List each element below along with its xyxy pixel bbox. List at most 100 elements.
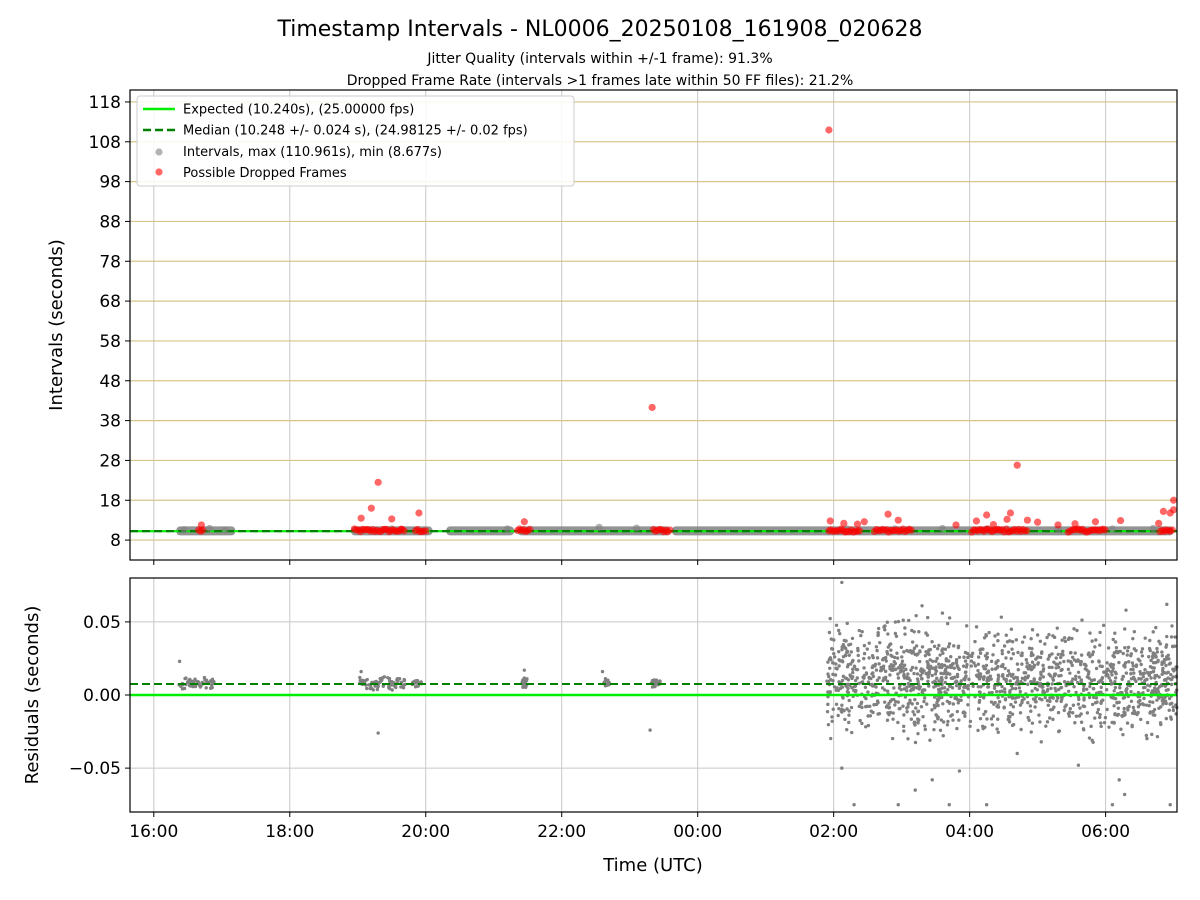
residual-point: [1006, 669, 1011, 673]
dropped-frame-point: [1116, 516, 1125, 525]
intervals-grid: [130, 90, 1177, 560]
residual-point: [1099, 724, 1103, 729]
residual-point: [1135, 712, 1139, 717]
residual-point: [963, 714, 967, 718]
residual-point: [880, 686, 885, 690]
residual-point: [1026, 701, 1030, 705]
residual-point: [1073, 651, 1077, 655]
residual-point: [927, 648, 931, 652]
residual-point: [1059, 655, 1063, 660]
residual-point: [946, 645, 951, 649]
residual-point: [875, 656, 880, 660]
residual-point: [1164, 657, 1168, 661]
residual-point: [1077, 675, 1081, 679]
residual-point: [857, 659, 861, 663]
residual-point: [905, 689, 909, 693]
residual-point: [1009, 702, 1013, 707]
residual-point: [1056, 696, 1060, 700]
residual-point: [1107, 725, 1111, 729]
residual-point: [1002, 644, 1007, 648]
residual-point: [914, 706, 918, 710]
residual-point: [914, 613, 918, 618]
residual-point: [840, 580, 844, 585]
residual-point: [838, 631, 842, 636]
residual-point: [1168, 702, 1172, 706]
residual-point: [653, 684, 657, 689]
residual-point: [1120, 690, 1124, 695]
residual-point: [833, 673, 838, 677]
residual-point: [1102, 720, 1107, 725]
residual-point: [834, 702, 839, 706]
residual-point: [1017, 686, 1022, 690]
residuals-x-tick-label: 20:00: [401, 822, 450, 842]
residual-point: [1053, 686, 1057, 691]
residual-point: [188, 677, 192, 682]
residual-point: [912, 646, 917, 650]
residual-point: [957, 667, 961, 672]
residual-point: [920, 645, 925, 649]
residual-point: [1035, 633, 1040, 637]
intervals-y-tick-label: 98: [99, 173, 121, 193]
residuals-x-tick-label: 22:00: [537, 822, 586, 842]
residual-point: [1041, 689, 1045, 693]
residual-point: [922, 688, 926, 692]
residual-point: [831, 707, 835, 711]
residual-point: [1132, 708, 1136, 713]
residual-point: [916, 731, 920, 736]
residual-point: [1030, 628, 1035, 632]
residual-point: [1142, 671, 1147, 675]
residual-point: [1112, 704, 1116, 708]
residual-point: [985, 651, 989, 656]
residual-point: [999, 615, 1004, 619]
residual-point: [939, 718, 944, 722]
residual-point: [952, 666, 956, 670]
residual-point: [1167, 696, 1172, 701]
residual-point: [1050, 652, 1054, 656]
residual-point: [1081, 728, 1086, 732]
residual-point: [1167, 662, 1172, 666]
residual-point: [993, 634, 997, 638]
residual-point: [1047, 716, 1052, 720]
residual-point: [1143, 679, 1147, 683]
residuals-x-tick-label: 18:00: [265, 822, 314, 842]
residual-point: [1061, 653, 1065, 657]
residual-point: [871, 674, 876, 679]
residual-point: [389, 683, 394, 687]
intervals-y-axis-label: Intervals (seconds): [46, 239, 67, 411]
residual-point: [996, 695, 1000, 700]
residual-point: [177, 659, 182, 664]
residual-point: [891, 711, 895, 715]
residual-point: [940, 686, 944, 690]
residual-point: [1062, 708, 1066, 713]
interval-point: [938, 524, 947, 533]
residual-point: [1098, 630, 1102, 635]
intervals-y-tick-label: 48: [99, 372, 121, 392]
residual-point: [867, 656, 871, 660]
residual-point: [976, 728, 980, 733]
residual-point: [966, 655, 970, 660]
residual-point: [893, 703, 897, 707]
residual-point: [902, 713, 906, 717]
residual-point: [840, 678, 845, 683]
residual-point: [1123, 627, 1127, 631]
residual-point: [1091, 686, 1096, 691]
residual-point: [883, 624, 887, 628]
residual-point: [904, 675, 909, 679]
residual-point: [1130, 661, 1135, 665]
residual-point: [1143, 636, 1147, 640]
residual-point: [1167, 657, 1171, 661]
residual-point: [1054, 699, 1059, 703]
residual-point: [1122, 706, 1126, 711]
residual-point: [1149, 658, 1153, 663]
residual-point: [1028, 704, 1033, 708]
residual-point: [522, 676, 527, 680]
residual-point: [1159, 722, 1163, 727]
residual-point: [909, 688, 913, 693]
residual-point: [522, 668, 527, 672]
residual-point: [940, 695, 944, 700]
residual-point: [648, 728, 652, 732]
residual-point: [371, 688, 375, 692]
residual-point: [1140, 647, 1145, 651]
residual-point: [996, 717, 1000, 721]
residual-point: [834, 623, 839, 627]
